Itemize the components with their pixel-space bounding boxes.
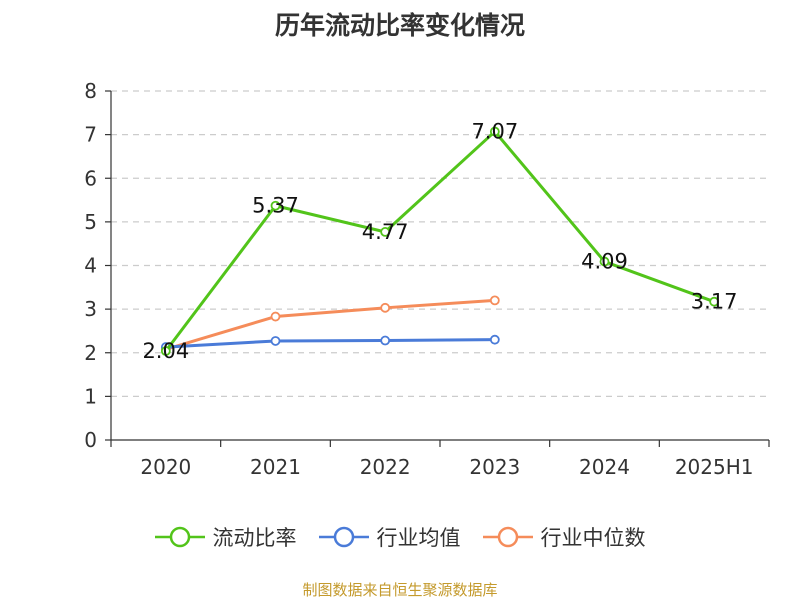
- grid-lines: [111, 90, 769, 397]
- y-tick-label: 0: [84, 428, 97, 452]
- data-point: [380, 227, 391, 237]
- y-tick-label: 7: [84, 123, 97, 147]
- data-label: 2.04: [142, 339, 189, 363]
- series-line: [164, 130, 715, 352]
- data-point: [270, 336, 281, 346]
- y-tick-label: 2: [84, 341, 97, 365]
- legend-marker-icon: [318, 526, 369, 548]
- series-line: [165, 338, 495, 349]
- data-point: [709, 296, 720, 307]
- legend-label: 流动比率: [212, 526, 297, 550]
- series-line: [165, 298, 495, 351]
- data-point: [489, 126, 500, 137]
- legend-item[interactable]: 行业均值: [318, 522, 461, 552]
- y-tick-label: 8: [84, 79, 97, 103]
- x-tick-label: 2023: [469, 455, 520, 479]
- data-point: [380, 335, 391, 346]
- data-label: 4.09: [581, 250, 628, 274]
- data-label: 4.77: [362, 220, 409, 244]
- data-point: [380, 302, 391, 313]
- data-point: [489, 334, 500, 345]
- legend-item[interactable]: 行业中位数: [482, 522, 646, 552]
- y-tick-label: 6: [84, 166, 97, 190]
- x-tick-label: 2020: [140, 455, 191, 479]
- data-point: [270, 311, 281, 322]
- axes: 0 1 2 3 4 5 6 7 8 2020 2021 2022 2023 2024 2025H1: [84, 79, 770, 479]
- legend-marker-icon: [154, 526, 205, 548]
- x-tick-label: 2022: [360, 455, 411, 479]
- data-point: [489, 295, 500, 306]
- y-tick-label: 3: [84, 297, 97, 321]
- data-point: [160, 346, 171, 356]
- chart-title: 历年流动比率变化情况: [274, 11, 525, 40]
- x-tick-label: 2024: [579, 455, 630, 479]
- x-tick-label: 2025H1: [675, 455, 754, 479]
- legend-label: 行业均值: [376, 526, 461, 550]
- legend-item[interactable]: 流动比率: [154, 522, 297, 552]
- series-lines: [160, 126, 720, 356]
- x-tick-label: 2021: [250, 455, 301, 479]
- y-tick-label: 5: [84, 210, 97, 234]
- data-label: 5.37: [252, 194, 299, 218]
- source-note: 制图数据来自恒生聚源数据库: [302, 581, 498, 599]
- data-point: [599, 256, 610, 267]
- y-tick-label: 1: [84, 384, 97, 408]
- legend-marker-icon: [482, 526, 533, 548]
- legend-label: 行业中位数: [540, 526, 646, 550]
- data-point: [270, 200, 281, 211]
- data-labels: 2.04 5.37 4.77 7.07 4.09 3.17: [142, 120, 737, 363]
- data-label: 7.07: [471, 120, 518, 144]
- legend: 流动比率 行业均值 行业中位数: [0, 520, 800, 554]
- y-tick-label: 4: [84, 254, 97, 278]
- data-label: 3.17: [691, 290, 738, 314]
